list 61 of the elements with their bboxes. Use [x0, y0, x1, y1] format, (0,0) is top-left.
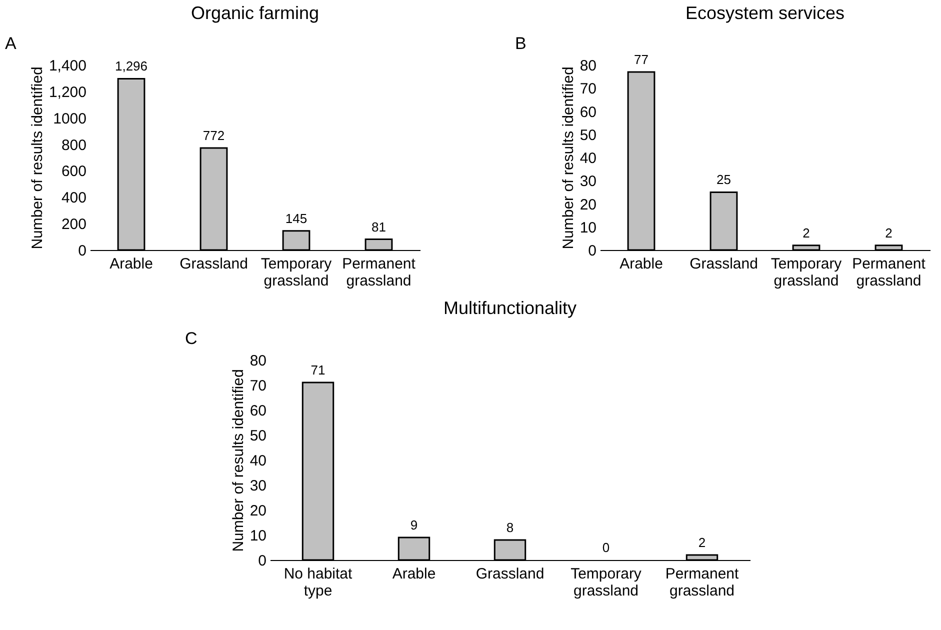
y-tick-label: 30: [580, 173, 596, 190]
x-tick-label: Arable: [620, 256, 663, 272]
x-tick-label: Permanent grassland: [665, 566, 740, 600]
y-tick-label: 70: [580, 80, 596, 98]
y-tick-label: 800: [61, 136, 86, 154]
y-tick-label: 70: [250, 378, 266, 394]
y-tick-label: 50: [250, 428, 266, 444]
data-label: 2: [802, 225, 810, 240]
x-tick-label: Arable: [392, 566, 436, 582]
data-label: 71: [310, 362, 326, 378]
chart-title: Ecosystem services: [685, 3, 845, 23]
y-tick-label: 600: [61, 163, 86, 180]
data-label: 772: [202, 128, 225, 143]
y-tick-label: 30: [250, 478, 266, 494]
data-label: 81: [372, 219, 386, 234]
x-tick-label: Grassland: [476, 566, 544, 582]
x-tick-label: Temporary grassland: [570, 566, 642, 600]
y-tick-label: 1,200: [48, 84, 86, 101]
data-label: 1,296: [114, 58, 148, 74]
y-tick-label: 10: [580, 219, 596, 236]
y-tick-label: 200: [61, 216, 86, 234]
x-tick-label: Grassland: [690, 256, 758, 272]
y-tick-label: 80: [580, 58, 596, 74]
y-tick-label: 0: [78, 242, 86, 260]
data-label: 145: [285, 210, 308, 226]
y-tick-label: 40: [250, 452, 266, 470]
text: A: [5, 34, 17, 53]
y-tick-label: 60: [250, 402, 266, 420]
chart-title: Organic farming: [190, 3, 320, 23]
y-axis-title: Number of results identified: [560, 66, 577, 250]
y-axis-title: Number of results identified: [28, 66, 46, 250]
y-tick-label: 40: [580, 150, 596, 167]
data-label: 2: [698, 535, 706, 550]
text: C: [185, 329, 198, 348]
x-tick-label: Arable: [110, 256, 153, 272]
y-tick-label: 0: [588, 242, 596, 260]
x-tick-label: Permanent grassland: [342, 256, 416, 290]
data-label: 77: [634, 52, 648, 67]
data-label: 0: [602, 540, 610, 555]
y-axis-title: Number of results identified: [230, 369, 247, 552]
y-tick-label: 1,400: [48, 58, 86, 74]
data-label: 2: [885, 225, 892, 240]
x-tick-label: No habitat type: [284, 566, 354, 600]
data-label: 8: [506, 520, 514, 535]
y-tick-label: 20: [250, 502, 266, 520]
y-tick-label: 0: [258, 552, 266, 570]
y-tick-label: 60: [580, 104, 596, 121]
data-label: 25: [716, 172, 731, 188]
y-tick-label: 20: [580, 196, 596, 214]
y-tick-label: 80: [250, 352, 266, 370]
y-tick-label: 10: [250, 528, 266, 544]
x-tick-label: Permanent grassland: [852, 256, 926, 290]
chart-title: Multifunctionality: [443, 298, 577, 318]
text: B: [515, 34, 526, 53]
y-tick-label: 50: [580, 126, 596, 144]
data-label: 9: [410, 518, 418, 532]
x-tick-label: Temporary grassland: [260, 256, 332, 290]
y-tick-label: 400: [61, 190, 86, 207]
x-tick-label: Temporary grassland: [770, 256, 842, 290]
x-tick-label: Grassland: [180, 256, 248, 272]
y-tick-label: 1000: [53, 110, 86, 128]
